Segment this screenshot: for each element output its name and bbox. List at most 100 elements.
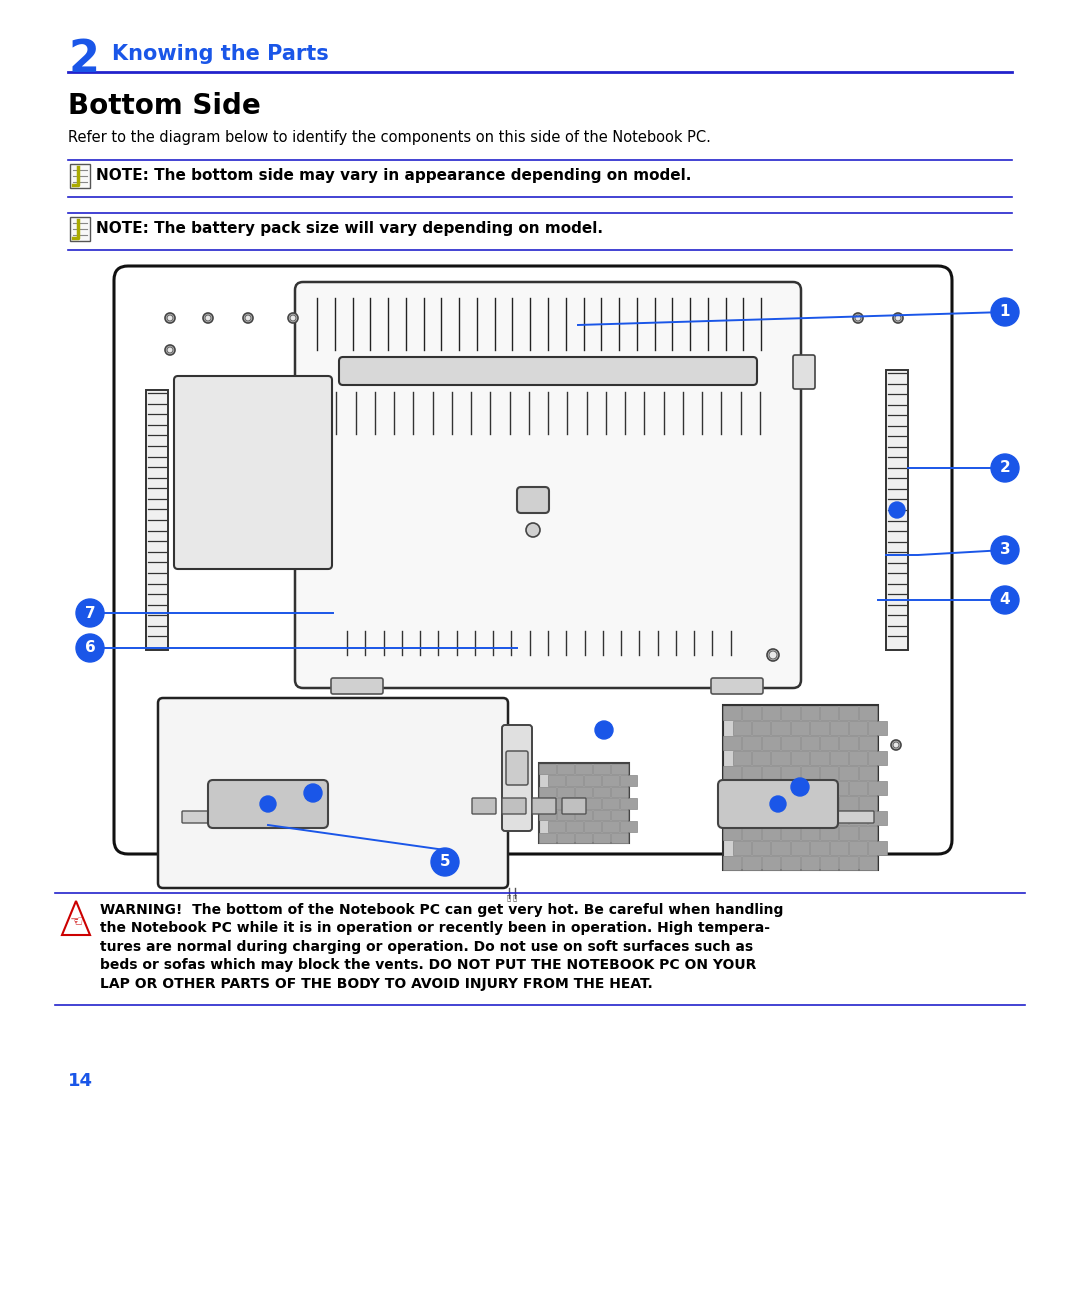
Bar xyxy=(829,721,848,735)
Bar xyxy=(791,840,809,855)
Circle shape xyxy=(595,721,613,738)
Bar xyxy=(742,706,760,720)
Bar xyxy=(810,721,828,735)
Bar xyxy=(611,833,627,843)
Bar xyxy=(742,796,760,810)
Bar xyxy=(800,826,819,840)
Bar xyxy=(761,826,780,840)
Circle shape xyxy=(853,312,863,323)
Bar xyxy=(810,752,828,765)
Bar xyxy=(829,782,848,795)
Bar xyxy=(620,821,637,831)
Circle shape xyxy=(891,740,901,750)
Bar xyxy=(742,856,760,870)
Bar xyxy=(781,856,799,870)
Text: 6: 6 xyxy=(84,640,95,656)
Text: Refer to the diagram below to identify the components on this side of the Notebo: Refer to the diagram below to identify t… xyxy=(68,129,711,145)
Circle shape xyxy=(203,312,213,323)
Bar xyxy=(575,833,592,843)
Circle shape xyxy=(76,634,104,663)
Bar xyxy=(539,833,556,843)
Bar xyxy=(761,856,780,870)
Bar xyxy=(829,812,848,825)
FancyBboxPatch shape xyxy=(793,356,815,389)
Text: ●: ● xyxy=(515,749,519,754)
FancyBboxPatch shape xyxy=(562,799,586,814)
FancyBboxPatch shape xyxy=(718,780,838,829)
Bar xyxy=(620,775,637,786)
Polygon shape xyxy=(62,901,90,935)
Text: 7: 7 xyxy=(84,605,95,621)
Bar xyxy=(820,796,838,810)
Bar xyxy=(791,721,809,735)
Bar xyxy=(611,765,627,775)
Bar xyxy=(539,787,556,797)
Bar xyxy=(829,752,848,765)
Circle shape xyxy=(165,312,175,323)
Bar xyxy=(742,736,760,750)
FancyBboxPatch shape xyxy=(472,799,496,814)
Bar xyxy=(575,787,592,797)
Bar xyxy=(859,856,877,870)
Circle shape xyxy=(791,778,809,796)
Bar xyxy=(859,706,877,720)
FancyBboxPatch shape xyxy=(507,752,528,786)
Text: 3: 3 xyxy=(1000,542,1010,558)
Bar xyxy=(868,812,887,825)
Bar xyxy=(723,796,741,810)
Circle shape xyxy=(895,315,901,322)
Text: 5: 5 xyxy=(440,855,450,869)
Circle shape xyxy=(167,346,173,353)
Circle shape xyxy=(770,796,786,812)
Text: 🔑: 🔑 xyxy=(513,895,517,902)
FancyBboxPatch shape xyxy=(70,217,90,240)
Bar xyxy=(820,736,838,750)
Bar xyxy=(620,799,637,809)
Bar xyxy=(849,782,867,795)
FancyBboxPatch shape xyxy=(711,678,762,694)
FancyBboxPatch shape xyxy=(330,678,383,694)
FancyBboxPatch shape xyxy=(822,812,874,823)
Bar xyxy=(732,812,751,825)
Bar xyxy=(723,766,741,780)
FancyBboxPatch shape xyxy=(295,282,801,687)
Bar xyxy=(602,821,619,831)
Circle shape xyxy=(855,315,861,322)
Bar xyxy=(557,765,573,775)
Text: 🔒: 🔒 xyxy=(507,895,511,902)
Bar xyxy=(752,752,770,765)
Circle shape xyxy=(165,345,175,356)
Circle shape xyxy=(260,796,276,812)
Bar xyxy=(820,706,838,720)
Bar xyxy=(810,812,828,825)
Text: ▼: ▼ xyxy=(515,757,519,762)
Bar xyxy=(566,799,583,809)
Bar xyxy=(781,766,799,780)
FancyBboxPatch shape xyxy=(114,267,951,853)
Bar xyxy=(723,704,878,870)
Bar xyxy=(584,775,600,786)
Bar xyxy=(859,736,877,750)
Bar xyxy=(548,821,565,831)
Text: 1: 1 xyxy=(1000,305,1010,319)
FancyBboxPatch shape xyxy=(502,799,526,814)
Bar xyxy=(800,796,819,810)
Bar xyxy=(548,775,565,786)
Bar xyxy=(839,766,858,780)
Bar xyxy=(539,765,556,775)
Bar xyxy=(868,752,887,765)
Bar xyxy=(557,833,573,843)
Bar xyxy=(859,766,877,780)
FancyBboxPatch shape xyxy=(183,812,234,823)
Text: WARNING!  The bottom of the Notebook PC can get very hot. Be careful when handli: WARNING! The bottom of the Notebook PC c… xyxy=(100,903,783,991)
Bar xyxy=(781,706,799,720)
Bar xyxy=(839,826,858,840)
Bar xyxy=(575,765,592,775)
Bar xyxy=(781,826,799,840)
Bar xyxy=(732,782,751,795)
Bar xyxy=(732,840,751,855)
Bar xyxy=(732,721,751,735)
FancyBboxPatch shape xyxy=(311,387,785,439)
Bar xyxy=(575,810,592,821)
Bar xyxy=(602,799,619,809)
